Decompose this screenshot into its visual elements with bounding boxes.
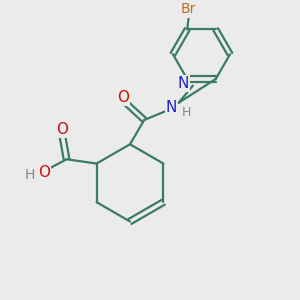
Text: O: O [56, 122, 68, 137]
Text: Br: Br [181, 2, 196, 16]
Text: N: N [166, 100, 177, 115]
Text: O: O [117, 90, 129, 105]
Text: H: H [182, 106, 191, 119]
Text: H: H [25, 168, 35, 182]
Text: N: N [177, 76, 189, 91]
Text: O: O [38, 165, 50, 180]
